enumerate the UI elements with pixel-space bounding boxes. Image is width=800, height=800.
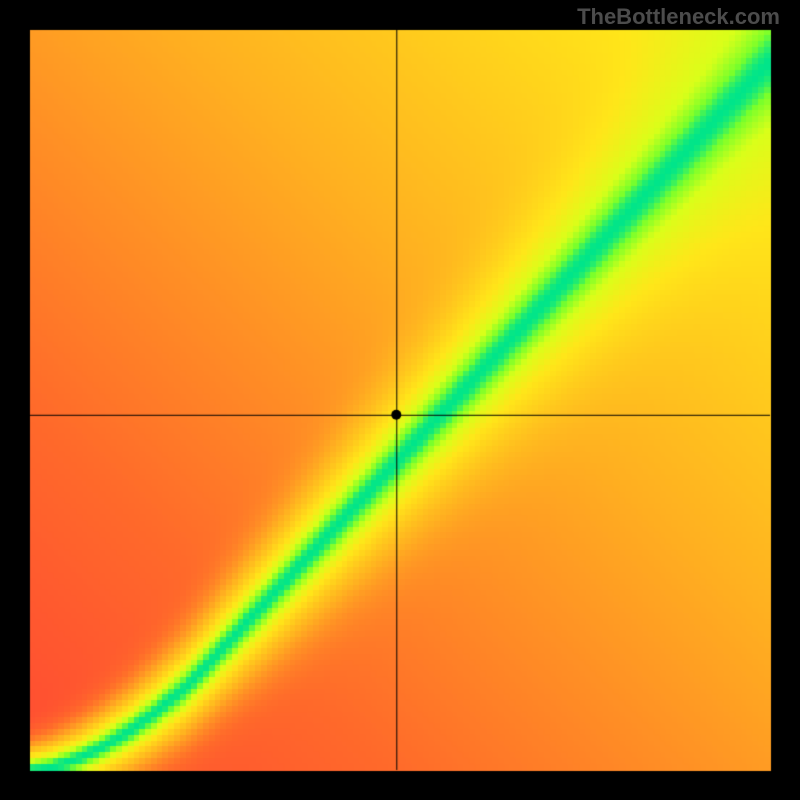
- attribution-text: TheBottleneck.com: [577, 4, 780, 30]
- chart-container: TheBottleneck.com: [0, 0, 800, 800]
- bottleneck-heatmap: [0, 0, 800, 800]
